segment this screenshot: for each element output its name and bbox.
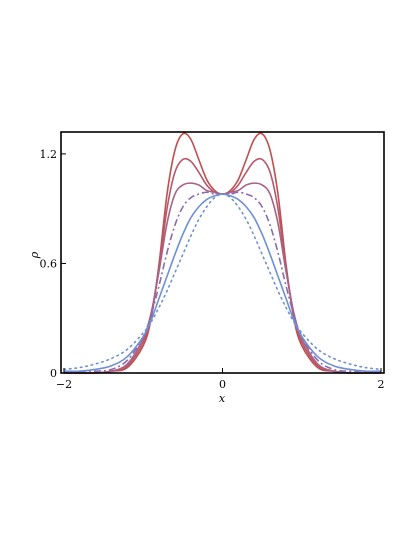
- series-line-5: [63, 193, 382, 373]
- x-tick-label: 0: [219, 378, 226, 391]
- series-layer: [63, 132, 382, 374]
- x-tick-label: 2: [378, 378, 385, 391]
- series-line-4: [63, 191, 382, 374]
- x-axis-ticks: −2 0 2: [56, 368, 385, 391]
- x-axis-label: x: [219, 392, 226, 405]
- y-axis-label: ρ: [28, 251, 41, 259]
- plot-area: −2 0 2 00.61.2: [40, 131, 385, 391]
- y-tick-label: 1.2: [40, 148, 58, 161]
- series-line-3: [64, 182, 381, 374]
- series-line-1: [64, 132, 381, 374]
- y-tick-label: 0.6: [40, 257, 58, 270]
- y-tick-label: 0: [50, 367, 57, 380]
- y-axis-ticks: 0 0.6 1.2: [40, 148, 66, 380]
- x-tick-label: −2: [56, 378, 72, 391]
- series-line-2: [64, 157, 381, 374]
- plot-frame: [60, 131, 385, 374]
- series-line-6: [63, 193, 382, 371]
